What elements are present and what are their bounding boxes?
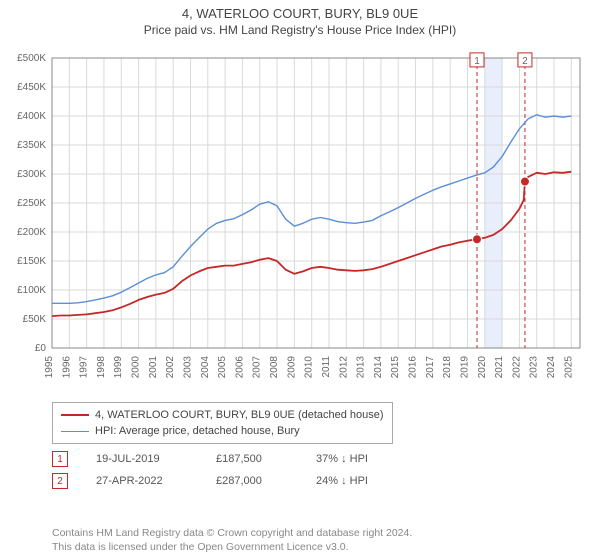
svg-text:£200K: £200K	[17, 227, 46, 238]
svg-text:2010: 2010	[304, 356, 315, 379]
footer-line-2: This data is licensed under the Open Gov…	[52, 540, 412, 554]
svg-text:2018: 2018	[442, 356, 453, 379]
svg-text:1997: 1997	[79, 356, 90, 379]
svg-text:£150K: £150K	[17, 256, 46, 267]
marker-row: 1 19-JUL-2019£187,50037% ↓ HPI	[52, 448, 426, 470]
svg-text:2003: 2003	[182, 356, 193, 379]
marker-date: 27-APR-2022	[96, 475, 216, 487]
marker-price: £287,000	[216, 475, 316, 487]
svg-text:2004: 2004	[200, 356, 211, 379]
legend-row: HPI: Average price, detached house, Bury	[61, 423, 384, 439]
svg-text:£500K: £500K	[17, 53, 46, 64]
svg-text:2016: 2016	[408, 356, 419, 379]
svg-text:2023: 2023	[529, 356, 540, 379]
footer-attribution: Contains HM Land Registry data © Crown c…	[52, 526, 412, 554]
svg-text:2008: 2008	[269, 356, 280, 379]
footer-line-1: Contains HM Land Registry data © Crown c…	[52, 526, 412, 540]
price-chart: £0 £50K £100K £150K £200K £250K £300K £350K £400…	[0, 50, 600, 390]
marker-pct: 24% ↓ HPI	[316, 475, 426, 487]
svg-text:2000: 2000	[131, 356, 142, 379]
svg-text:2019: 2019	[459, 356, 470, 379]
svg-text:2022: 2022	[511, 356, 522, 379]
legend-label: 4, WATERLOO COURT, BURY, BL9 0UE (detach…	[95, 407, 384, 423]
svg-text:1: 1	[474, 56, 480, 67]
svg-text:2025: 2025	[563, 356, 574, 379]
svg-text:2014: 2014	[373, 356, 384, 379]
legend-row: 4, WATERLOO COURT, BURY, BL9 0UE (detach…	[61, 407, 384, 423]
svg-text:2007: 2007	[252, 356, 263, 379]
svg-text:1998: 1998	[96, 356, 107, 379]
marker-number-box: 1	[52, 451, 68, 467]
svg-text:2024: 2024	[546, 356, 557, 379]
svg-text:1999: 1999	[113, 356, 124, 379]
svg-text:2011: 2011	[321, 356, 332, 378]
svg-text:2013: 2013	[356, 356, 367, 379]
svg-text:2001: 2001	[148, 356, 159, 379]
svg-text:2021: 2021	[494, 356, 505, 379]
svg-text:2017: 2017	[425, 356, 436, 379]
svg-text:£300K: £300K	[17, 169, 46, 180]
marker-price: £187,500	[216, 453, 316, 465]
svg-text:2020: 2020	[477, 356, 488, 379]
svg-text:1996: 1996	[61, 356, 72, 379]
svg-text:£350K: £350K	[17, 140, 46, 151]
svg-text:2002: 2002	[165, 356, 176, 379]
marker-number-box: 2	[52, 473, 68, 489]
chart-legend: 4, WATERLOO COURT, BURY, BL9 0UE (detach…	[52, 402, 393, 444]
page-subtitle: Price paid vs. HM Land Registry's House …	[0, 23, 600, 37]
marker-date: 19-JUL-2019	[96, 453, 216, 465]
svg-text:£250K: £250K	[17, 198, 46, 209]
marker-row: 2 27-APR-2022£287,00024% ↓ HPI	[52, 470, 426, 492]
svg-text:2012: 2012	[338, 356, 349, 379]
svg-text:£400K: £400K	[17, 111, 46, 122]
svg-text:2015: 2015	[390, 356, 401, 379]
svg-text:£50K: £50K	[23, 314, 47, 325]
svg-text:1995: 1995	[44, 356, 55, 379]
legend-swatch	[61, 414, 89, 416]
svg-text:£100K: £100K	[17, 285, 46, 296]
legend-swatch	[61, 431, 89, 432]
svg-text:2006: 2006	[234, 356, 245, 379]
svg-text:2009: 2009	[286, 356, 297, 379]
marker-pct: 37% ↓ HPI	[316, 453, 426, 465]
svg-text:2005: 2005	[217, 356, 228, 379]
legend-label: HPI: Average price, detached house, Bury	[95, 423, 300, 439]
svg-text:2: 2	[522, 56, 528, 67]
marker-table: 1 19-JUL-2019£187,50037% ↓ HPI 2 27-APR-202…	[52, 448, 426, 492]
svg-text:£450K: £450K	[17, 82, 46, 93]
page-title: 4, WATERLOO COURT, BURY, BL9 0UE	[0, 6, 600, 21]
svg-text:£0: £0	[35, 343, 47, 354]
